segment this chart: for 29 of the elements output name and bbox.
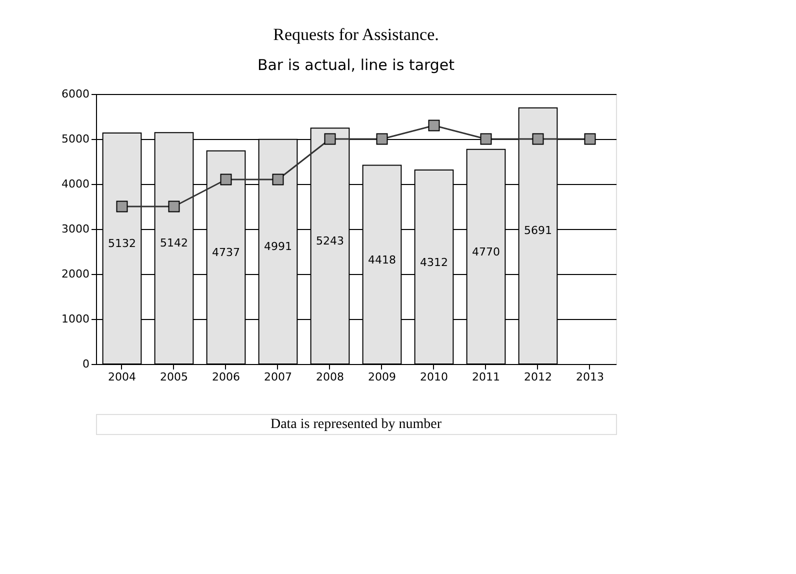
data-label: 4991 [264, 240, 292, 254]
y-tick-label: 5000 [62, 132, 90, 146]
y-tick-label: 3000 [62, 222, 90, 236]
y-tick-label: 2000 [62, 268, 90, 280]
x-tick-label: 2012 [524, 370, 552, 384]
y-tick-label: 4000 [62, 178, 90, 190]
chart-subtitle: Bar is actual, line is target [257, 56, 455, 74]
x-tick-label: 2013 [576, 370, 604, 384]
data-label: 4737 [212, 246, 240, 260]
x-tick-label: 2004 [108, 370, 136, 384]
data-label: 4312 [420, 256, 448, 270]
data-label: 5142 [160, 236, 188, 250]
x-tick-label: 2010 [420, 370, 448, 384]
x-tick-label: 2007 [264, 370, 292, 384]
data-label: 5132 [108, 236, 136, 250]
data-label: 5243 [316, 234, 344, 248]
text: Data is represented by number [270, 417, 442, 432]
x-tick-label: 2005 [160, 370, 188, 384]
x-tick-label: 2009 [368, 370, 396, 384]
data-label: 5691 [524, 224, 552, 237]
y-tick-label: 0 [82, 358, 90, 370]
x-tick-label: 2011 [472, 370, 500, 384]
x-tick-label: 2006 [212, 370, 240, 384]
y-tick-label: 6000 [62, 88, 90, 100]
data-label: 4770 [472, 245, 500, 258]
y-tick-label: 1000 [62, 312, 90, 326]
x-tick-label: 2008 [316, 370, 344, 384]
data-label: 4418 [368, 254, 396, 267]
chart-title: Requests for Assistance. [273, 25, 439, 44]
